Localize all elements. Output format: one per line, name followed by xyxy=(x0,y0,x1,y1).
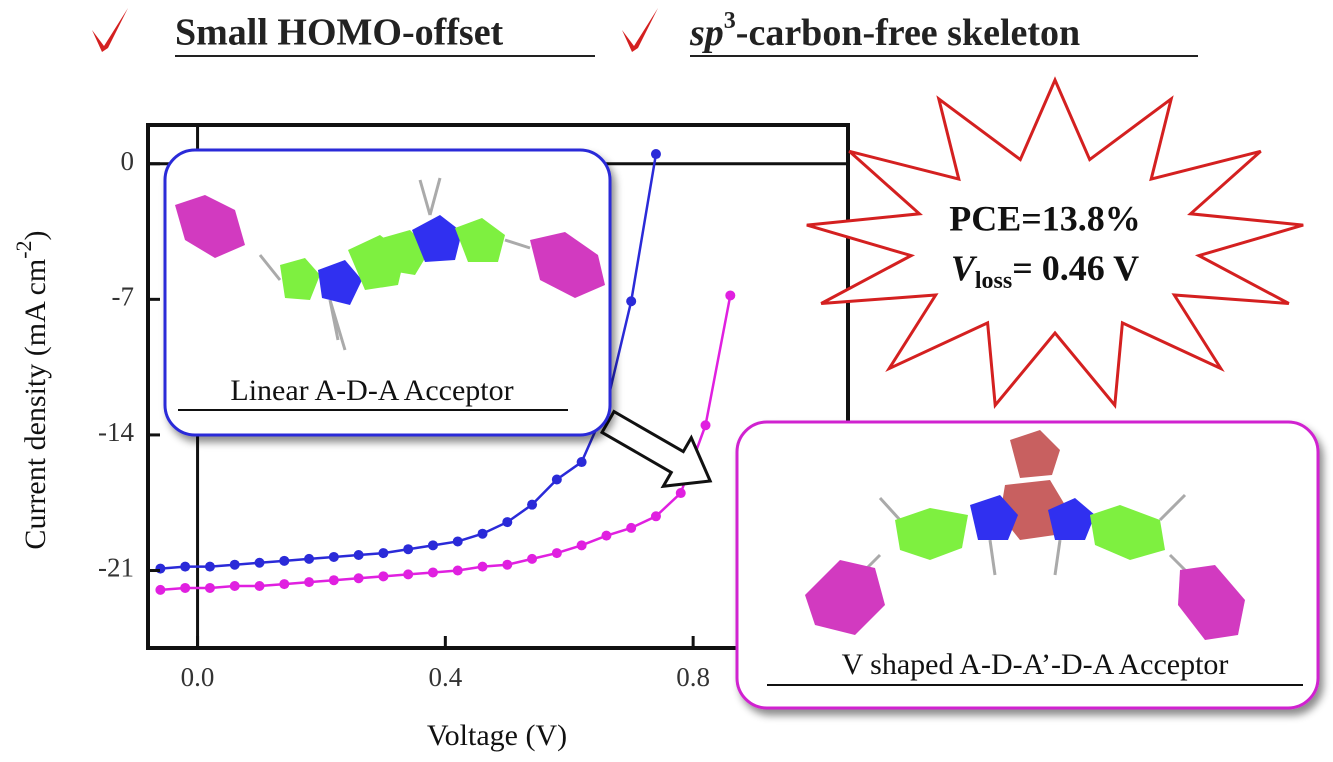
y-tick-label: -14 xyxy=(98,417,134,447)
x-tick-label: 0.8 xyxy=(676,662,710,692)
y-label-sup: -2 xyxy=(11,240,36,258)
data-point xyxy=(328,551,339,562)
data-point xyxy=(527,499,538,510)
data-point xyxy=(180,561,191,572)
data-point xyxy=(304,577,315,588)
ticks: 0.0 0.4 0.8 0 -7 -14 -21 xyxy=(98,146,710,692)
data-point xyxy=(477,561,488,572)
legend-box xyxy=(735,420,1320,710)
data-point xyxy=(725,290,736,301)
x-tick-label: 0.0 xyxy=(181,662,215,692)
data-point xyxy=(650,511,661,522)
vloss-label: Vloss= 0.46 V xyxy=(951,248,1139,293)
data-point xyxy=(378,548,389,559)
data-point xyxy=(551,474,562,485)
arrow xyxy=(599,409,713,489)
data-point xyxy=(155,563,166,574)
data-point xyxy=(229,581,240,592)
header-left: Small HOMO-offset xyxy=(175,12,504,54)
data-point xyxy=(650,149,661,160)
data-point xyxy=(427,567,438,578)
data-point xyxy=(527,553,538,564)
legend-label: Linear A-D-A Acceptor xyxy=(230,374,513,407)
y-tick-label: -21 xyxy=(98,553,134,583)
data-point xyxy=(304,553,315,564)
data-point xyxy=(502,517,513,528)
v-sub: loss xyxy=(975,268,1012,294)
data-point xyxy=(403,569,414,580)
x-axis-label: Voltage (V) xyxy=(427,719,567,752)
data-point xyxy=(204,582,215,593)
y-label-end: ) xyxy=(19,230,52,240)
data-point xyxy=(353,550,364,561)
x-tick-label: 0.4 xyxy=(428,662,462,692)
data-point xyxy=(626,296,637,307)
molecule-linear xyxy=(175,177,605,351)
legend-label: V shaped A-D-A’-D-A Acceptor xyxy=(842,648,1229,681)
y-tick-label: 0 xyxy=(121,146,135,176)
data-point xyxy=(155,584,166,595)
data-point xyxy=(204,561,215,572)
data-point xyxy=(502,559,513,570)
data-point xyxy=(601,530,612,541)
y-tick-label: -7 xyxy=(112,282,135,312)
header-rest: -carbon-free skeleton xyxy=(736,12,1080,54)
plot-frame xyxy=(146,123,850,650)
check-icon xyxy=(622,8,658,52)
data-point xyxy=(279,555,290,566)
data-point xyxy=(353,573,364,584)
data-point xyxy=(551,548,562,559)
v: V xyxy=(951,248,978,288)
data-point xyxy=(452,565,463,576)
y-label-main: Current density (mA cm xyxy=(19,259,52,550)
data-point xyxy=(626,522,637,533)
data-point xyxy=(427,540,438,551)
data-point xyxy=(403,544,414,555)
header-right: sp3-carbon-free skeleton xyxy=(689,8,1080,54)
data-point xyxy=(180,582,191,593)
data-point xyxy=(279,579,290,590)
molecule-v xyxy=(805,430,1245,640)
data-point xyxy=(254,581,265,592)
v-rest: = 0.46 V xyxy=(1012,248,1139,288)
data-point xyxy=(576,457,587,468)
data-point xyxy=(378,571,389,582)
data-point xyxy=(675,488,686,499)
data-point xyxy=(477,528,488,539)
data-point xyxy=(328,575,339,586)
header-sup: 3 xyxy=(724,8,736,34)
pce-label: PCE=13.8% xyxy=(949,198,1141,238)
y-axis-label: Current density (mA cm-2) xyxy=(11,230,52,549)
data-point xyxy=(452,536,463,547)
check-icon xyxy=(92,8,128,52)
legend-box xyxy=(163,148,612,437)
data-point xyxy=(700,420,711,431)
star-burst xyxy=(806,76,1304,409)
data-point xyxy=(254,557,265,568)
header-italic: sp xyxy=(689,12,724,54)
data-point xyxy=(576,540,587,551)
data-point xyxy=(229,559,240,570)
